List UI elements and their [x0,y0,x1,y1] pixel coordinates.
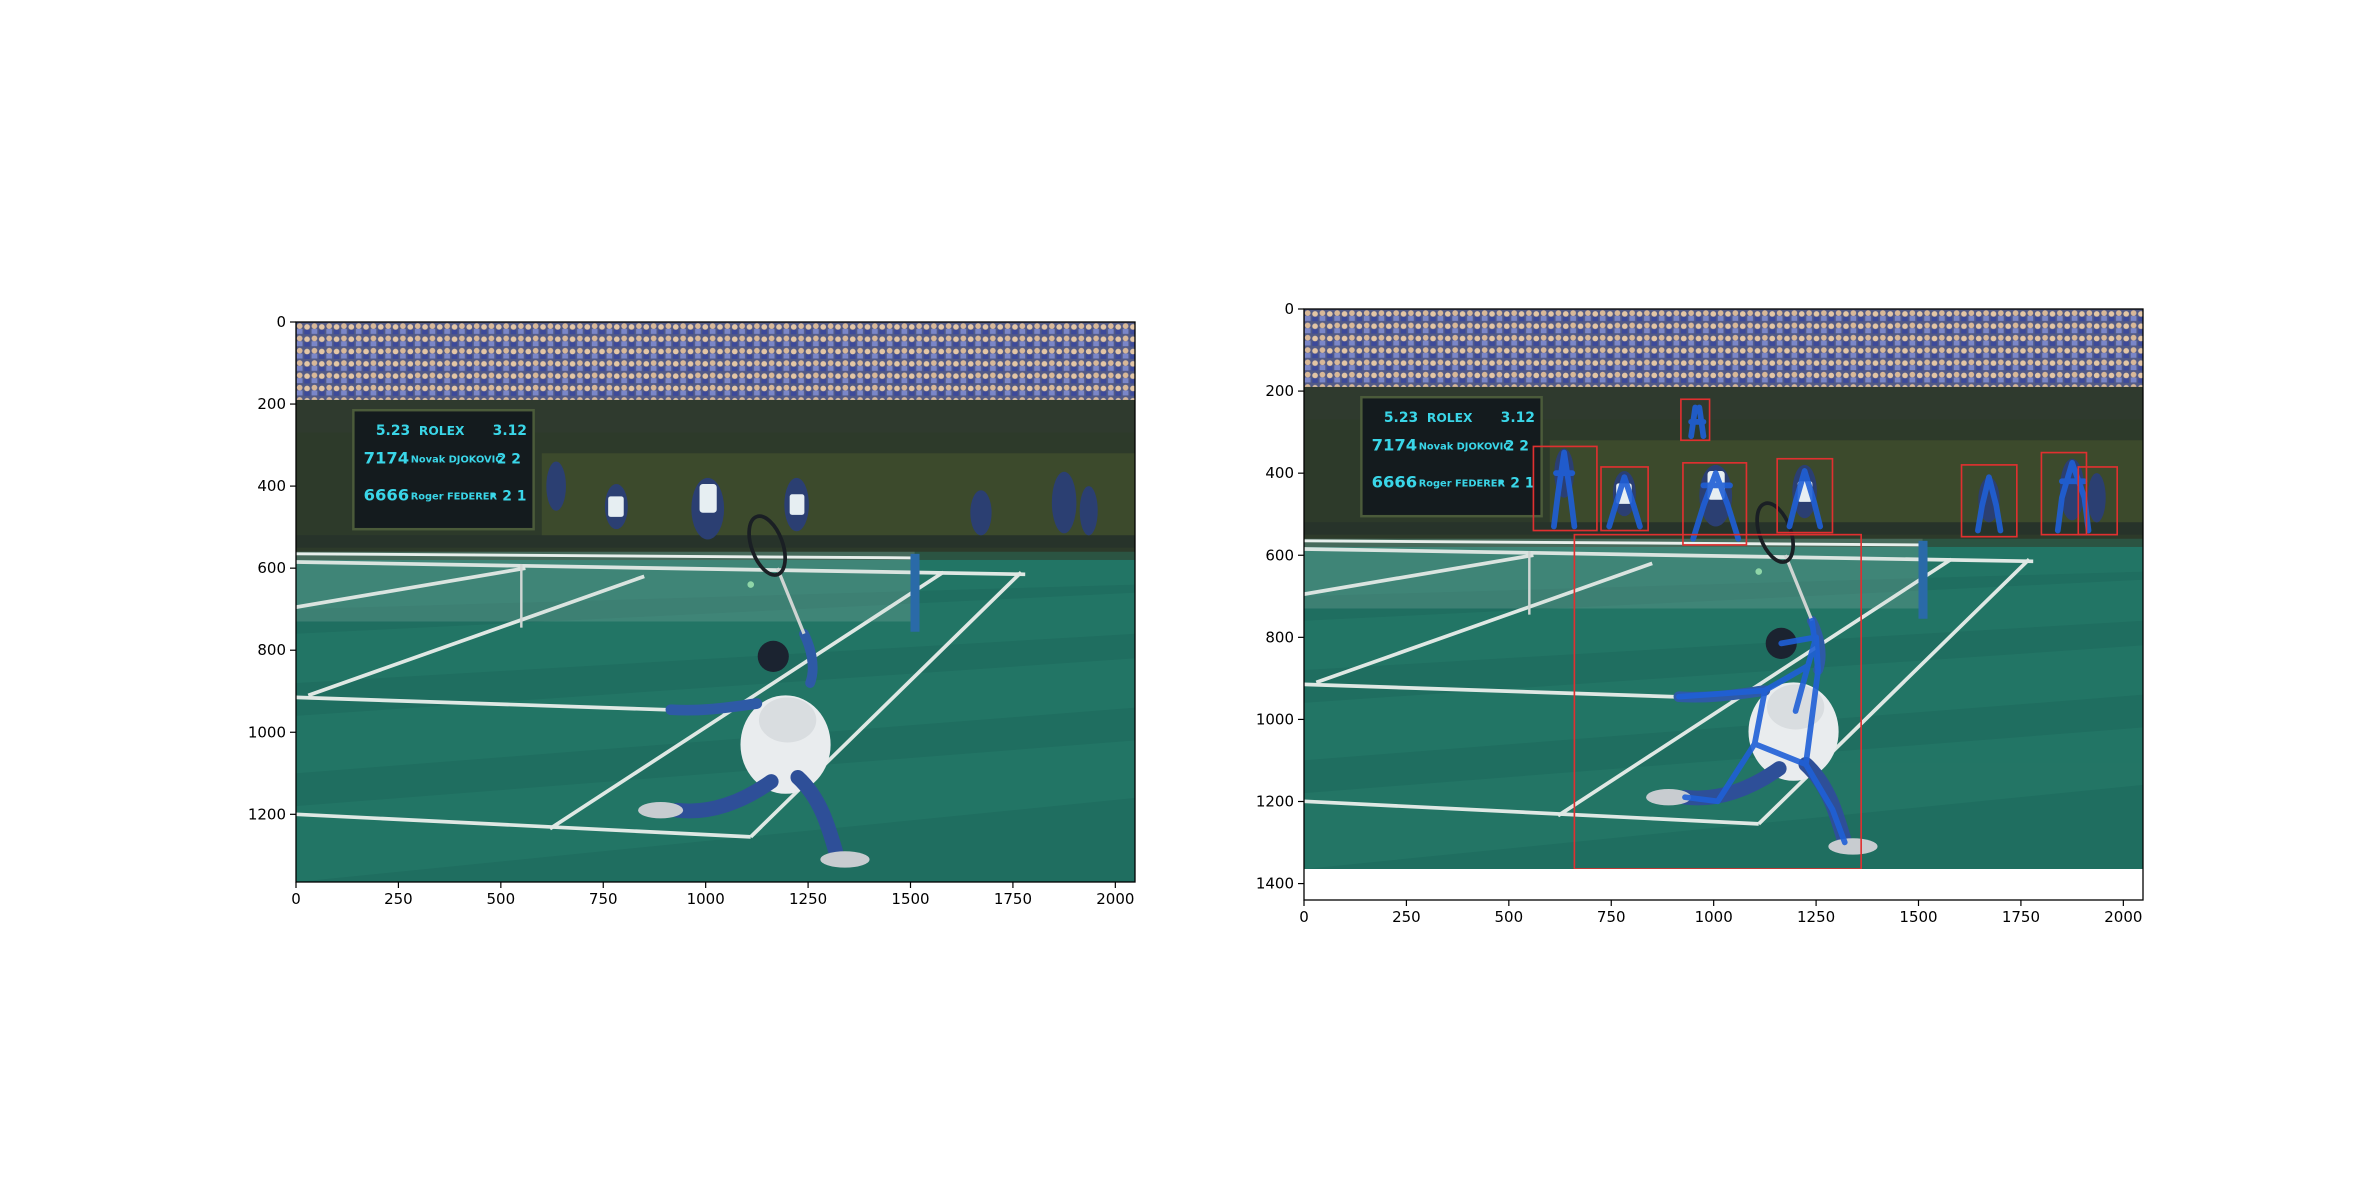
scoreboard-speed-left: 5.23 [376,423,410,439]
panel-right: 5.23 ROLEX 3.12 7174 Novak DJOKOVIC 2 2 … [1256,300,2144,926]
x-tick-label: 0 [291,890,301,908]
y-tick-label: 200 [1265,382,1294,400]
skeleton-bp1 [1551,449,1578,530]
scoreboard-p2-score: 6666 [364,485,410,504]
scoreboard-right: 5.23 ROLEX 3.12 7174 Novak DJOKOVIC 2 2 … [1372,410,1535,492]
x-tick-label: 1500 [891,890,929,908]
panel-left: 5.23 ROLEX 3.12 7174 Novak DJOKOVIC 2 2 … [248,313,1136,908]
x-tick-label: 1000 [1695,908,1733,926]
x-tick-label: 500 [1495,908,1524,926]
y-tick-label: 1200 [1256,793,1294,811]
scoreboard-p1-name-2: Novak DJOKOVIC [1419,442,1511,453]
x-tick-label: 1000 [687,890,725,908]
skeleton-judge [1690,470,1742,542]
y-tick-label: 1000 [248,723,286,741]
detection-box-ballperson-1 [1532,445,1598,532]
skeleton-bp4 [1975,474,2004,534]
detection-box-ballperson-5 [2040,451,2088,536]
y-tick-label: 1200 [248,805,286,823]
right-axes-frame [1303,308,2144,901]
skeleton-bp2 [1606,474,1643,530]
left-x-ticks: 0 250 500 750 1000 1250 1500 1750 2000 [291,882,1134,908]
x-tick-label: 1250 [1797,908,1835,926]
scoreboard-p1-score-2: 7174 [1372,436,1418,455]
x-tick-label: 2000 [2104,908,2142,926]
right-x-ticks: 0 250 500 750 1000 1250 1500 1750 2000 [1299,900,2142,926]
detection-box-umpire-top [1680,398,1711,442]
scoreboard-p1-name: Novak DJOKOVIC [411,455,503,466]
scoreboard-p2-sets: • 2 1 [489,488,527,504]
scoreboard-brand: ROLEX [419,424,465,438]
scoreboard-p1-sets: 2 2 [497,452,521,468]
x-tick-label: 2000 [1096,890,1134,908]
detection-box-ballperson-6 [2077,466,2119,536]
scoreboard-p2-score-2: 6666 [1372,472,1418,491]
scoreboard-speed-right: 3.12 [493,423,527,439]
y-tick-label: 600 [257,559,286,577]
x-tick-label: 250 [1392,908,1421,926]
x-tick-label: 0 [1299,908,1309,926]
detection-box-line-judge-center [1682,462,1748,546]
detection-boxes [1532,398,2119,870]
x-tick-label: 1500 [1899,908,1937,926]
y-tick-label: 400 [257,477,286,495]
skeleton-player [1675,617,1848,846]
left-y-ticks: 0 200 400 600 800 1000 1200 [248,313,296,823]
x-tick-label: 750 [589,890,618,908]
skeleton-umpire [1688,404,1707,440]
y-tick-label: 1400 [1256,875,1294,893]
y-tick-label: 0 [1284,300,1294,318]
scoreboard-left: 5.23 ROLEX 3.12 7174 Novak DJOKOVIC 2 2 … [364,423,527,505]
detection-box-ballperson-2 [1600,466,1649,532]
right-y-ticks: 0 200 400 600 800 1000 1200 1400 [1256,300,1304,893]
x-tick-label: 1750 [994,890,1032,908]
left-axes-frame [295,321,1136,883]
x-tick-label: 500 [487,890,516,908]
y-tick-label: 1000 [1256,710,1294,728]
scoreboard-p2-name: Roger FEDERER [411,492,498,503]
scoreboard-brand-2: ROLEX [1427,411,1473,425]
detection-box-ballperson-3 [1776,457,1834,534]
detection-box-ballperson-4 [1960,464,2018,538]
scoreboard-p1-sets-2: 2 2 [1505,439,1529,455]
y-tick-label: 600 [1265,546,1294,564]
x-tick-label: 750 [1597,908,1626,926]
scoreboard-p2-name-2: Roger FEDERER [1419,479,1506,490]
y-tick-label: 0 [276,313,286,331]
y-tick-label: 800 [257,641,286,659]
x-tick-label: 1750 [2002,908,2040,926]
scoreboard-speed-left-2: 5.23 [1384,410,1418,426]
skeleton-bp3 [1786,468,1824,530]
y-tick-label: 200 [257,395,286,413]
x-tick-label: 250 [384,890,413,908]
y-tick-label: 800 [1265,628,1294,646]
scoreboard-speed-right-2: 3.12 [1501,410,1535,426]
scoreboard-p1-score: 7174 [364,449,410,468]
y-tick-label: 400 [1265,464,1294,482]
x-tick-label: 1250 [789,890,827,908]
scoreboard-p2-sets-2: • 2 1 [1497,475,1535,491]
pose-skeletons [1551,404,2092,846]
detection-box-player [1573,533,1862,870]
